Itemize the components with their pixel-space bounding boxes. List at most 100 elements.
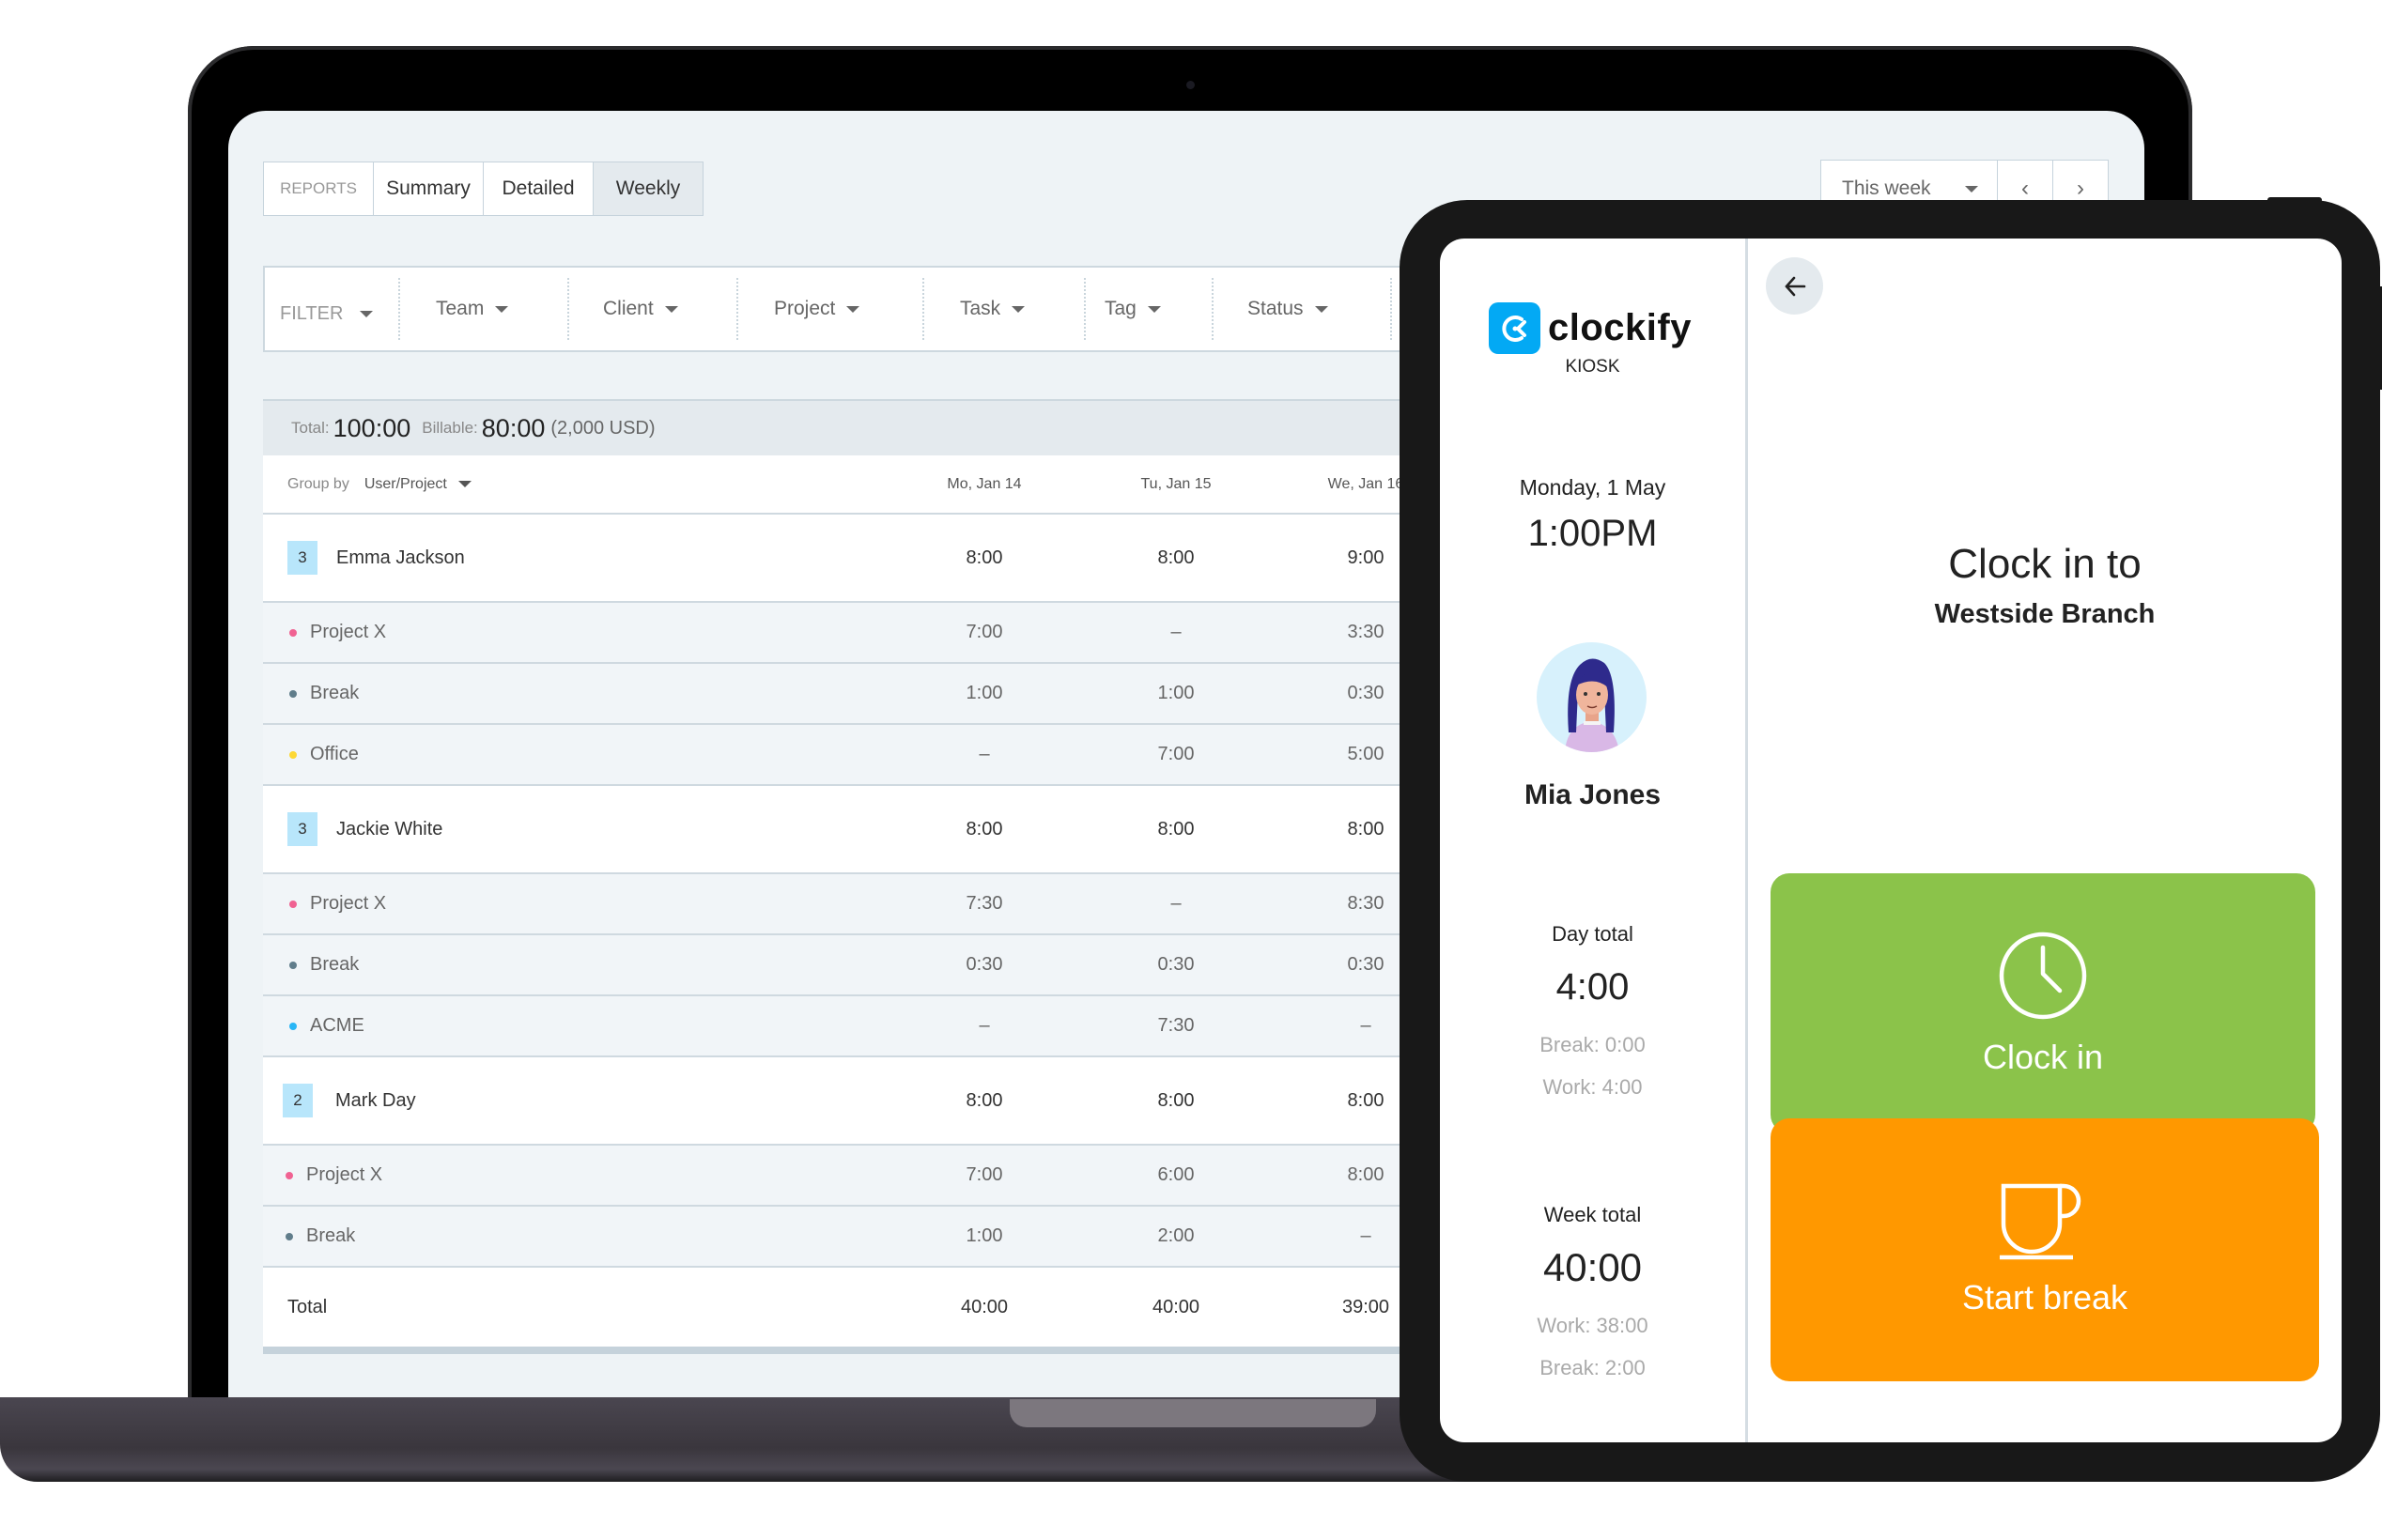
previous-week-button[interactable]: ‹ <box>1998 161 2053 217</box>
day-value: 8:00 <box>966 547 1003 568</box>
total-value: 100:00 <box>333 413 411 442</box>
total-value: 40:00 <box>960 1296 1009 1317</box>
project-name: Office <box>310 744 359 764</box>
chevron-down-icon <box>495 305 509 313</box>
current-time: 1:00PM <box>1527 513 1658 554</box>
back-button[interactable] <box>1766 257 1823 315</box>
project-color-dot <box>289 689 297 698</box>
kiosk-main: Clock in to Westside Branch Clock in Sta… <box>1748 239 2342 1442</box>
chevron-down-icon <box>664 305 678 313</box>
filter-project[interactable]: Project <box>738 278 924 340</box>
day-value: 8:00 <box>966 818 1003 839</box>
day-value: 8:00 <box>1157 818 1195 839</box>
day-value: 7:00 <box>966 1164 1003 1185</box>
column-header[interactable]: We, Jan 16 <box>1327 475 1404 492</box>
filter-tag-label: Tag <box>1105 298 1137 319</box>
day-value: 7:00 <box>966 622 1003 642</box>
filter-menu[interactable]: FILTER <box>265 278 400 340</box>
day-value: 0:30 <box>1157 954 1195 975</box>
tab-summary[interactable]: Summary <box>374 162 484 215</box>
day-value: 7:30 <box>1157 1015 1195 1036</box>
clock-in-label: Clock in <box>1982 1037 2104 1076</box>
day-value: 7:30 <box>966 893 1003 914</box>
user-name: Emma Jackson <box>336 547 465 568</box>
billable-label: Billable: <box>422 419 478 437</box>
arrow-left-icon <box>1785 276 1805 296</box>
filter-project-label: Project <box>774 298 836 319</box>
date-range-select[interactable]: This week <box>1821 161 1998 217</box>
chevron-down-icon <box>1965 185 1978 192</box>
tab-detailed[interactable]: Detailed <box>484 162 594 215</box>
day-work-value: Work: 4:00 <box>1542 1075 1643 1099</box>
date-range-value: This week <box>1842 177 1931 199</box>
total-value: 40:00 <box>1152 1296 1200 1317</box>
day-value: 8:00 <box>1347 1089 1384 1111</box>
entry-count-badge: 3 <box>287 812 317 846</box>
project-name: Break <box>310 954 360 975</box>
tablet-volume-button <box>2378 286 2382 390</box>
column-header[interactable]: Tu, Jan 15 <box>1140 475 1212 492</box>
day-total-label: Day total <box>1552 922 1633 946</box>
day-value: 8:00 <box>1347 1164 1384 1185</box>
branch-name: Westside Branch <box>1934 599 2156 629</box>
day-value: 1:00 <box>966 683 1003 703</box>
start-break-label: Start break <box>1961 1278 2128 1317</box>
day-value: 0:30 <box>966 954 1003 975</box>
project-color-dot <box>289 900 297 908</box>
day-value: 1:00 <box>1157 683 1195 703</box>
group-by-control[interactable]: Group by User/Project <box>287 455 472 513</box>
filter-team-label: Team <box>436 298 485 319</box>
filter-task-label: Task <box>960 298 1001 319</box>
day-value: 0:30 <box>1347 954 1384 975</box>
clockify-logo-icon <box>1489 302 1540 354</box>
group-by-label: Group by <box>287 475 349 492</box>
coffee-cup-icon <box>2000 1183 2081 1260</box>
project-name: Project X <box>306 1164 383 1185</box>
day-value: – <box>1360 1015 1371 1036</box>
project-name: Break <box>306 1225 356 1246</box>
total-label: Total: <box>291 419 330 437</box>
clock-in-heading: Clock in to <box>1948 541 2142 587</box>
week-work-value: Work: 38:00 <box>1537 1314 1648 1337</box>
day-value: 7:00 <box>1157 744 1195 764</box>
filter-client[interactable]: Client <box>569 278 738 340</box>
project-color-dot <box>289 750 297 759</box>
day-value: – <box>1360 1225 1371 1246</box>
filter-team[interactable]: Team <box>400 278 569 340</box>
user-name: Mark Day <box>335 1089 416 1111</box>
filter-status[interactable]: Status <box>1214 278 1392 340</box>
clockify-logo: clockify <box>1489 302 1692 354</box>
filter-status-label: Status <box>1247 298 1304 319</box>
billable-amount: (2,000 USD) <box>550 417 656 439</box>
project-color-dot <box>289 628 297 637</box>
chevron-left-icon: ‹ <box>2021 176 2029 201</box>
filter-task[interactable]: Task <box>924 278 1086 340</box>
current-date: Monday, 1 May <box>1519 475 1666 500</box>
start-break-button[interactable]: Start break <box>1771 1118 2319 1381</box>
chevron-down-icon <box>1012 305 1026 313</box>
column-header[interactable]: Mo, Jan 14 <box>947 475 1022 492</box>
next-week-button[interactable]: › <box>2053 161 2108 217</box>
day-value: – <box>979 1015 990 1036</box>
laptop-hinge-notch <box>1010 1399 1376 1427</box>
project-name: Break <box>310 683 360 703</box>
filter-tag[interactable]: Tag <box>1086 278 1214 340</box>
laptop-camera <box>1186 81 1195 89</box>
day-value: 0:30 <box>1347 683 1384 703</box>
clock-in-button[interactable]: Clock in <box>1771 873 2315 1133</box>
day-value: 6:00 <box>1157 1164 1195 1185</box>
project-color-dot <box>286 1232 293 1240</box>
report-type-tabs: REPORTS Summary Detailed Weekly <box>263 162 704 216</box>
tab-weekly[interactable]: Weekly <box>594 162 703 215</box>
filter-client-label: Client <box>603 298 654 319</box>
day-break-value: Break: 0:00 <box>1539 1033 1646 1056</box>
day-value: – <box>979 744 990 764</box>
project-color-dot <box>289 1022 297 1030</box>
day-value: 8:30 <box>1347 893 1384 914</box>
tablet-power-button <box>2267 197 2322 203</box>
day-value: 2:00 <box>1157 1225 1195 1246</box>
project-color-dot <box>289 961 297 969</box>
avatar <box>1537 642 1647 752</box>
project-name: Project X <box>310 893 387 914</box>
entry-count-badge: 3 <box>287 541 317 575</box>
